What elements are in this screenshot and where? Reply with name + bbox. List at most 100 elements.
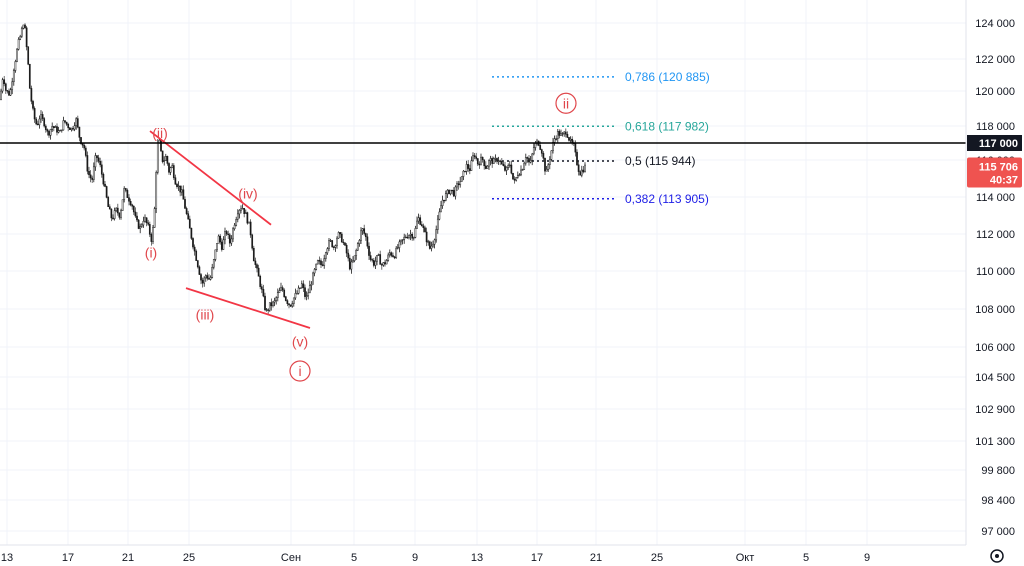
- candle-body: [547, 164, 550, 170]
- gear-icon[interactable]: [990, 549, 1004, 563]
- candle-body: [116, 207, 119, 214]
- candle-body: [520, 169, 522, 176]
- candle-body: [518, 174, 521, 176]
- candle-body: [339, 232, 342, 235]
- candle-body: [539, 145, 542, 150]
- candle-body: [550, 150, 553, 160]
- candle-body: [73, 125, 76, 130]
- candle-body: [120, 210, 122, 218]
- candle-body: [451, 189, 454, 192]
- candle-body: [393, 256, 396, 259]
- candle-body: [510, 164, 513, 174]
- candle-body: [355, 249, 358, 257]
- candle-body: [112, 217, 114, 220]
- x-tick-label: 5: [351, 552, 357, 564]
- candle-body: [454, 186, 457, 197]
- candle-body: [398, 241, 401, 248]
- candle-body: [470, 160, 473, 171]
- candle-body: [304, 287, 306, 297]
- candle-body: [494, 158, 497, 160]
- candle-body: [182, 189, 185, 200]
- fib-level-label: 0,5 (115 944): [625, 154, 696, 168]
- time-axis[interactable]: 13 17 21 25 Сен 5 9 13 17 21 25 Окт 5 9: [0, 544, 966, 564]
- candle-body: [75, 118, 78, 126]
- candle-body: [401, 239, 404, 241]
- candle-body: [238, 210, 241, 215]
- candle-body: [216, 243, 218, 251]
- candle-body: [524, 157, 527, 164]
- candle-body: [334, 245, 337, 248]
- candle-body: [483, 159, 486, 167]
- candle-body: [113, 210, 116, 219]
- candle-body: [433, 239, 436, 245]
- candle-body: [302, 283, 305, 288]
- x-tick-label: 9: [864, 552, 870, 564]
- candle-body: [508, 164, 511, 166]
- y-tick-label: 118 000: [976, 121, 1015, 133]
- candle-body: [420, 224, 423, 227]
- candle-body: [89, 174, 92, 179]
- candle-body: [65, 121, 68, 125]
- candle-body: [315, 263, 318, 270]
- candle-body: [121, 199, 124, 211]
- candle-body: [441, 199, 444, 206]
- candle-body: [25, 27, 28, 48]
- candle-body: [422, 225, 425, 229]
- candle-body: [318, 260, 321, 262]
- candle-body: [48, 131, 50, 136]
- candle-body: [531, 153, 534, 161]
- trendline[interactable]: [185, 287, 311, 329]
- candle-body: [476, 158, 479, 165]
- candle-body: [19, 36, 22, 40]
- candle-body: [406, 236, 409, 239]
- candle-body: [51, 126, 54, 130]
- candle-body: [364, 233, 367, 238]
- candle-body: [11, 81, 14, 91]
- candle-body: [323, 258, 326, 266]
- horizontal-line-price-box: [967, 135, 1022, 151]
- candle-body: [481, 156, 484, 161]
- candle-body: [390, 252, 393, 256]
- candle-body: [235, 219, 238, 226]
- y-tick-label: 108 000: [975, 304, 1015, 316]
- candle-body: [368, 245, 370, 256]
- candle-body: [382, 262, 385, 266]
- candle-body: [280, 287, 282, 291]
- candle-body: [172, 165, 175, 178]
- candle-body: [356, 243, 359, 251]
- candle-body: [32, 101, 34, 109]
- candle-body: [152, 227, 154, 242]
- y-tick-label: 99 800: [981, 465, 1015, 477]
- candle-body: [352, 260, 354, 263]
- candle-body: [337, 232, 340, 239]
- x-tick-label: 9: [412, 552, 418, 564]
- x-tick-label: Окт: [736, 552, 755, 564]
- candle-body: [564, 131, 567, 135]
- trendline[interactable]: [149, 130, 272, 226]
- candle-body: [142, 220, 145, 226]
- candle-body: [97, 157, 100, 162]
- candle-body: [273, 300, 276, 303]
- candle-body: [502, 163, 505, 166]
- candle-body: [140, 224, 143, 227]
- candle-body: [267, 309, 270, 311]
- candle-body: [419, 217, 422, 225]
- candle-body: [129, 201, 132, 206]
- x-tick-label: 21: [590, 552, 602, 564]
- candle-body: [299, 287, 302, 289]
- candle-body: [155, 172, 158, 209]
- candle-body: [484, 165, 487, 169]
- candle-body: [24, 24, 26, 29]
- candle-body: [312, 272, 314, 285]
- candle-body: [361, 228, 364, 232]
- candle-body: [300, 283, 303, 289]
- horizontal-line-price-label: 117 000: [979, 138, 1018, 150]
- candle-body: [544, 158, 546, 172]
- horizontal-line[interactable]: 117 000: [0, 135, 1022, 151]
- candle-body: [59, 129, 62, 132]
- current-price-label: 115 706: [979, 161, 1018, 173]
- candle-body: [342, 241, 345, 244]
- candle-body: [168, 163, 170, 173]
